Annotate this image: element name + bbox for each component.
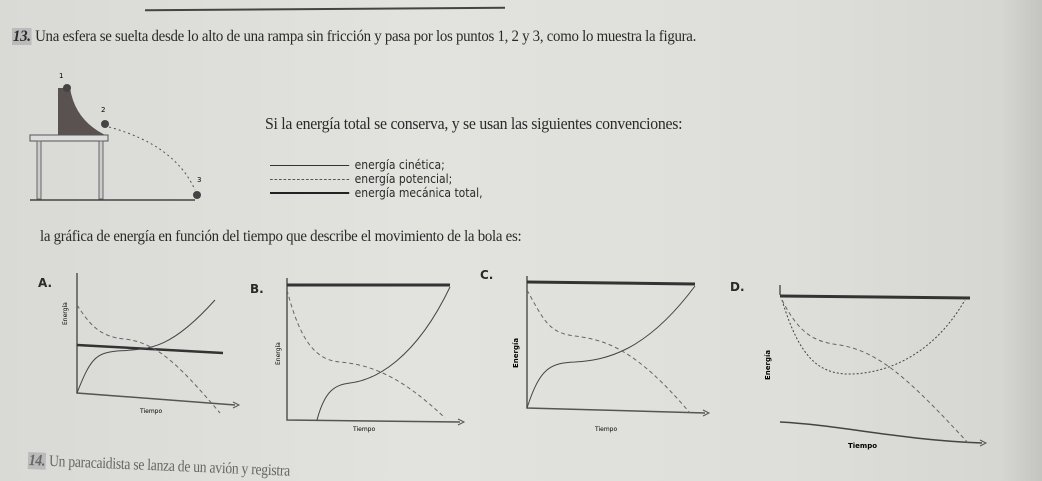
kinetic-energy-curve — [76, 299, 216, 394]
table-top — [29, 134, 109, 142]
y-axis-label: Energía — [764, 350, 772, 380]
question-number: 14. — [27, 452, 47, 470]
question-14-text: 14. Un paracaidista se lanza de un avión… — [27, 452, 291, 481]
legend-label: energía mecánica total, — [354, 186, 483, 200]
axes — [779, 421, 983, 444]
option-b-letter[interactable]: B. — [250, 282, 264, 296]
arrow-icon — [457, 418, 466, 426]
x-axis-label: Tiempo — [848, 442, 877, 450]
conditions-text: Si la energía total se conserva, y se us… — [265, 114, 683, 133]
y-axis-label: Energía — [275, 342, 282, 365]
option-c-graph[interactable]: Energía Tiempo — [505, 268, 715, 438]
y-axis-label: Energía — [512, 338, 520, 368]
potential-energy-curve — [526, 289, 691, 414]
option-d-letter[interactable]: D. — [730, 280, 745, 294]
table-leg — [36, 140, 42, 200]
option-a-graph[interactable]: Energía Tiempo — [55, 265, 245, 420]
ramp — [58, 88, 105, 135]
question-number: 13. — [12, 28, 32, 45]
kinetic-energy-curve — [316, 286, 451, 421]
y-axis-label: Energía — [62, 302, 69, 325]
kinetic-energy-curve — [781, 299, 966, 375]
question-statement: Una esfera se suelta desde lo alto de un… — [35, 28, 697, 45]
option-c-letter[interactable]: C. — [480, 268, 494, 282]
option-d-graph[interactable]: Energía Tiempo — [760, 280, 995, 455]
arrow-icon — [702, 409, 711, 417]
axes — [526, 276, 706, 414]
header-rule — [144, 6, 506, 12]
thick-solid-line — [270, 192, 350, 194]
arrow-icon — [232, 401, 241, 409]
x-axis-label: Tiempo — [352, 426, 375, 433]
option-a-letter[interactable]: A. — [38, 276, 53, 290]
question-13-text: 13. Una esfera se suelta desde lo alto d… — [12, 28, 696, 46]
ball-point-1 — [63, 84, 71, 92]
legend-label: energía cinética; — [354, 158, 445, 172]
point-label: 1 — [59, 72, 63, 80]
trajectory — [108, 126, 196, 191]
total-energy-line — [76, 343, 224, 355]
ball-point-3 — [193, 191, 201, 199]
thin-solid-line — [270, 164, 350, 166]
point-label: 2 — [101, 106, 105, 114]
axes — [286, 278, 461, 423]
legend-label: energía potencial; — [354, 172, 453, 186]
arrow-icon — [979, 439, 988, 447]
legend-potential: energía potencial; — [270, 172, 452, 186]
x-axis-label: Tiempo — [594, 426, 617, 433]
option-b-graph[interactable]: Energía Tiempo — [275, 270, 470, 435]
total-energy-line — [779, 294, 971, 300]
kinetic-energy-curve — [526, 285, 696, 409]
total-energy-line — [526, 280, 696, 286]
point-label: 3 — [197, 176, 201, 184]
question-statement: Un paracaidista se lanza de un avión y r… — [48, 452, 291, 480]
legend-total: energía mecánica total, — [270, 186, 483, 200]
prompt-text: la gráfica de energía en función del tie… — [40, 228, 522, 245]
dashed-line — [270, 178, 350, 180]
legend-kinetic: energía cinética; — [270, 158, 445, 172]
table-leg — [98, 140, 104, 200]
potential-energy-curve — [76, 304, 221, 414]
ramp-figure: 1 2 3 — [29, 72, 201, 201]
potential-energy-curve — [781, 299, 971, 446]
potential-energy-curve — [286, 289, 446, 419]
ball-point-2 — [101, 120, 109, 128]
x-axis-label: Tiempo — [139, 408, 162, 415]
axes — [76, 273, 236, 406]
